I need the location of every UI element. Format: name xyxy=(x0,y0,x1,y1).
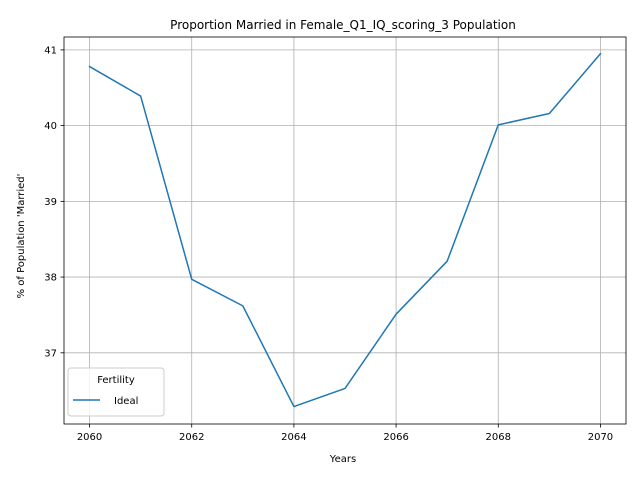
y-tick-label: 40 xyxy=(44,121,57,132)
grid-lines xyxy=(64,37,626,424)
series-layer xyxy=(88,52,602,408)
y-axis-label: % of Population 'Married' xyxy=(16,174,27,299)
y-tick-label: 38 xyxy=(44,273,57,284)
legend-entry-ideal: Ideal xyxy=(114,396,138,407)
legend-box xyxy=(67,367,165,417)
y-tick-label: 39 xyxy=(44,197,57,208)
x-tick-label: 2070 xyxy=(588,432,613,443)
legend-title: Fertility xyxy=(97,375,135,386)
x-tick-label: 2060 xyxy=(77,432,102,443)
y-tick-label: 37 xyxy=(44,348,57,359)
x-tick-label: 2062 xyxy=(179,432,204,443)
x-axis-label: Years xyxy=(329,454,356,465)
x-tick-label: 2064 xyxy=(281,432,306,443)
x-axis-ticks: 2060 2062 2064 2066 2068 2070 xyxy=(77,424,613,443)
chart-title: Proportion Married in Female_Q1_IQ_scori… xyxy=(170,18,516,32)
x-tick-label: 2066 xyxy=(383,432,408,443)
y-tick-label: 41 xyxy=(44,45,57,56)
x-tick-label: 2068 xyxy=(486,432,511,443)
plot-frame xyxy=(63,36,627,425)
series-line-ideal xyxy=(88,52,602,408)
legend: Fertility Ideal xyxy=(67,367,165,417)
y-axis-ticks: 37 38 39 40 41 xyxy=(44,45,64,359)
